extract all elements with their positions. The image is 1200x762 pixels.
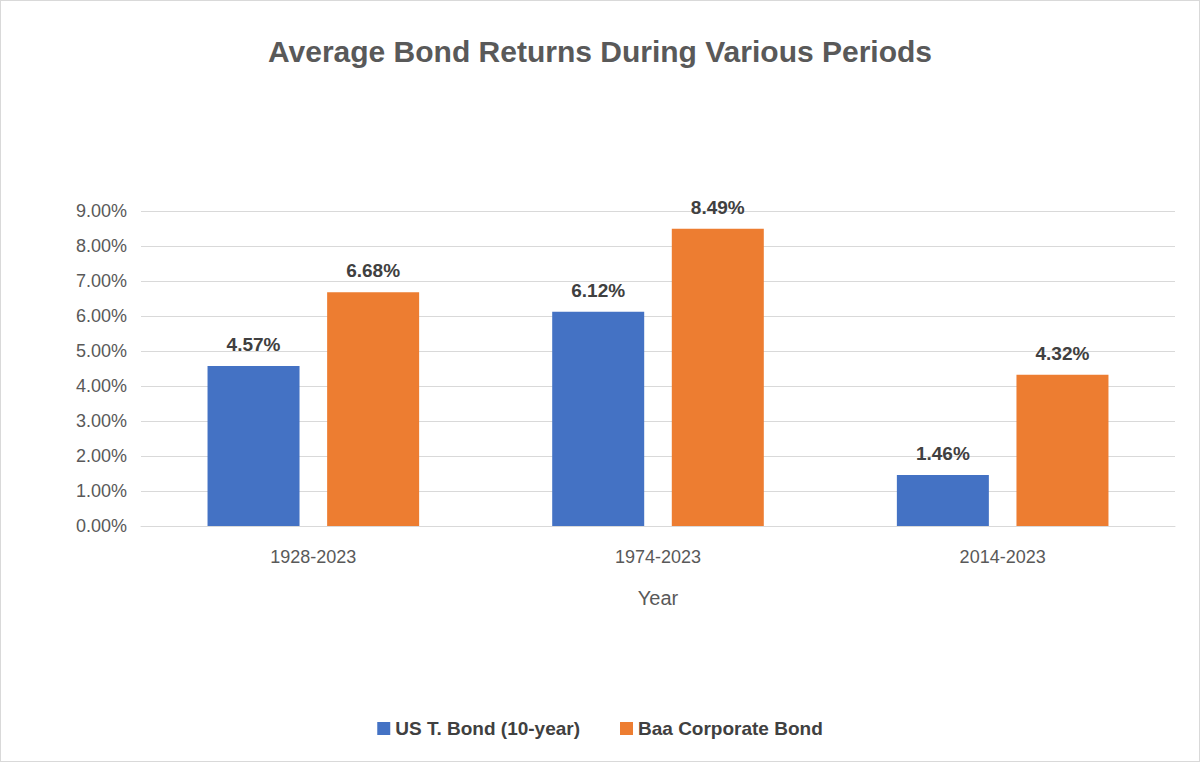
svg-text:0.00%: 0.00% [76, 516, 127, 536]
svg-text:Baa Corporate Bond: Baa Corporate Bond [638, 718, 823, 739]
svg-text:8.00%: 8.00% [76, 236, 127, 256]
svg-text:Year: Year [638, 587, 679, 609]
svg-text:7.00%: 7.00% [76, 271, 127, 291]
svg-text:Average Bond Returns During Va: Average Bond Returns During Various Peri… [268, 35, 932, 68]
svg-text:5.00%: 5.00% [76, 341, 127, 361]
svg-text:US T. Bond (10-year): US T. Bond (10-year) [395, 718, 580, 739]
svg-text:2014-2023: 2014-2023 [960, 547, 1046, 567]
svg-text:4.32%: 4.32% [1036, 343, 1090, 364]
svg-text:4.57%: 4.57% [227, 334, 281, 355]
svg-text:1.00%: 1.00% [76, 481, 127, 501]
svg-text:6.12%: 6.12% [571, 280, 625, 301]
svg-text:1974-2023: 1974-2023 [615, 547, 701, 567]
svg-text:2.00%: 2.00% [76, 446, 127, 466]
svg-text:3.00%: 3.00% [76, 411, 127, 431]
svg-text:8.49%: 8.49% [691, 197, 745, 218]
svg-text:1928-2023: 1928-2023 [270, 547, 356, 567]
svg-text:6.68%: 6.68% [346, 260, 400, 281]
svg-text:4.00%: 4.00% [76, 376, 127, 396]
svg-text:6.00%: 6.00% [76, 306, 127, 326]
svg-text:1.46%: 1.46% [916, 443, 970, 464]
svg-text:9.00%: 9.00% [76, 201, 127, 221]
